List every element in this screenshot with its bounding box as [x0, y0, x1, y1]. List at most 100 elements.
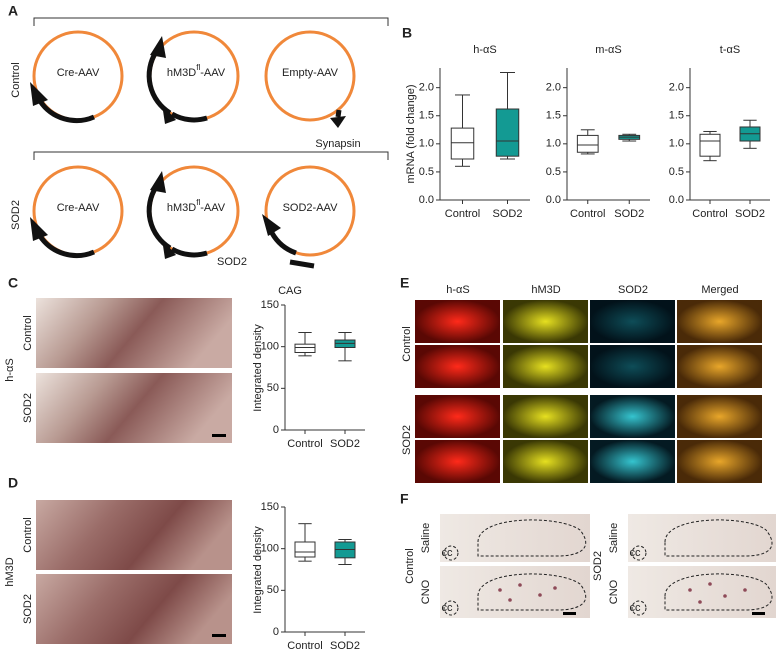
column-header: Merged [701, 284, 738, 296]
x-tick-label: SOD2 [330, 640, 360, 652]
y-tick-label: 0.5 [419, 166, 434, 178]
y-tick-label: 0.0 [419, 194, 434, 206]
micrograph [503, 345, 588, 388]
y-tick-label: 50 [267, 584, 279, 596]
y-tick-label: 2.0 [419, 82, 434, 94]
column-header: hM3D [531, 284, 560, 296]
micrograph [677, 345, 762, 388]
scale-bar [212, 634, 226, 637]
x-tick-label: Control [287, 438, 322, 450]
micrograph [415, 345, 500, 388]
y-tick-label: 50 [267, 382, 279, 394]
plasmid-label: Cre-AAV [57, 67, 100, 79]
micrograph [590, 345, 675, 388]
y-tick-label: 2.0 [546, 82, 561, 94]
micrograph [36, 574, 232, 644]
row-label: Control [401, 326, 413, 361]
column-header: SOD2 [618, 284, 648, 296]
y-tick-label: 1.0 [419, 138, 434, 150]
y-tick-label: 0.5 [669, 166, 684, 178]
y-tick-label: 0 [273, 424, 279, 436]
box [576, 134, 599, 153]
row-label: Control [22, 517, 34, 552]
plasmid-label: Empty-AAV [282, 67, 339, 79]
plot-title: t-αS [720, 44, 740, 56]
condition-label: Saline [420, 523, 432, 554]
micrograph [677, 440, 762, 483]
condition-label: Saline [608, 523, 620, 554]
annotation: CAG [278, 285, 302, 297]
y-tick-label: 1.5 [546, 110, 561, 122]
y-tick-label: 0 [273, 626, 279, 638]
micrograph [503, 300, 588, 343]
annotation: cc [442, 602, 454, 614]
plasmids [30, 30, 356, 269]
x-tick-label: SOD2 [330, 438, 360, 450]
row-label: hM3D [4, 557, 16, 586]
box [495, 108, 520, 157]
micrograph [36, 373, 232, 443]
plasmid-label: hM3Dfl-AAV [167, 198, 226, 214]
micrograph [36, 298, 232, 368]
y-tick-label: 0.5 [546, 166, 561, 178]
x-tick-label: Control [445, 208, 480, 220]
micrograph [415, 440, 500, 483]
y-axis-label: Integrated density [252, 324, 264, 412]
row-label: SOD2 [10, 200, 22, 230]
row-label: SOD2 [22, 594, 34, 624]
image-grid [415, 300, 762, 483]
x-tick-label: SOD2 [614, 208, 644, 220]
plasmid-label: Cre-AAV [57, 202, 100, 214]
row-label: SOD2 [22, 393, 34, 423]
panel-letter: A [8, 3, 18, 19]
bracket [33, 151, 389, 160]
x-tick-label: Control [287, 640, 322, 652]
y-tick-label: 100 [261, 341, 279, 353]
label-part: hM3D [167, 202, 196, 214]
panel-letter: F [400, 491, 409, 507]
box [294, 541, 316, 558]
y-tick-label: 1.5 [669, 110, 684, 122]
plasmid-label: hM3Dfl-AAV [167, 63, 226, 79]
panel-letter: E [400, 275, 409, 291]
micrograph [415, 395, 500, 438]
y-tick-label: 1.5 [419, 110, 434, 122]
micrograph [36, 500, 232, 570]
plots: h-αS 0.0 0.5 1.0 1.5 2.0 Control SOD2 m-αS 0.0 0.5… [261, 44, 770, 652]
y-tick-label: 1.0 [546, 138, 561, 150]
group-label: Control [404, 548, 416, 583]
micrograph [590, 395, 675, 438]
row-label: Control [10, 62, 22, 97]
row-label: Control [22, 315, 34, 350]
micrograph [677, 300, 762, 343]
box [294, 343, 316, 353]
micrograph [415, 300, 500, 343]
y-tick-label: 150 [261, 501, 279, 513]
micrograph [590, 300, 675, 343]
scale-bar [212, 434, 226, 437]
micrograph [503, 440, 588, 483]
label-sup: fl [196, 63, 200, 72]
x-tick-label: Control [692, 208, 727, 220]
column-header: h-αS [446, 284, 469, 296]
y-tick-label: 1.0 [669, 138, 684, 150]
condition-label: CNO [420, 579, 432, 604]
annotation: cc [630, 547, 642, 559]
row-label: h-αS [4, 358, 16, 381]
annotation: Synapsin [315, 138, 360, 150]
panel-letter: C [8, 275, 18, 291]
label-part: -AAV [200, 202, 226, 214]
y-tick-label: 0.0 [546, 194, 561, 206]
micrograph [503, 395, 588, 438]
label-part: hM3D [167, 67, 196, 79]
plot-title: m-αS [595, 44, 622, 56]
x-tick-label: Control [570, 208, 605, 220]
panel-letter: D [8, 475, 18, 491]
panel-letter: B [402, 25, 412, 41]
y-tick-label: 100 [261, 543, 279, 555]
y-tick-label: 0.0 [669, 194, 684, 206]
annotation: cc [442, 547, 454, 559]
plasmid-label: SOD2-AAV [283, 202, 338, 214]
micrographs [440, 514, 776, 618]
